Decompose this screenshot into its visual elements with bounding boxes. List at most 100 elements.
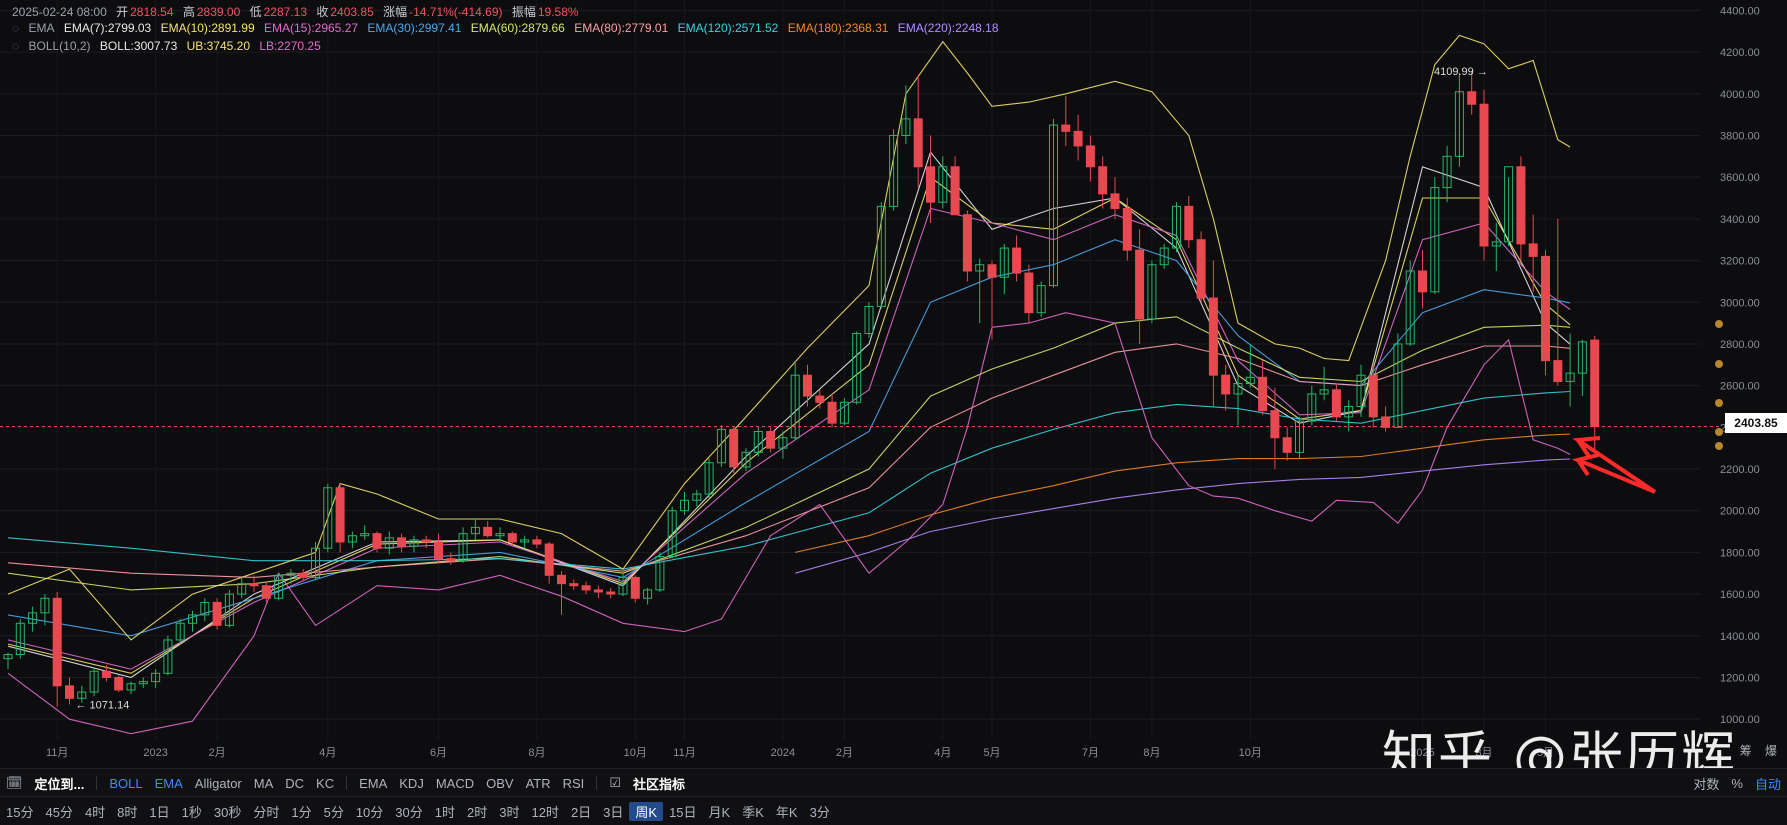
candle-body xyxy=(1405,270,1415,345)
period-9[interactable]: 5分 xyxy=(323,804,344,820)
sub-indicator-macd[interactable]: MACD xyxy=(435,775,475,791)
period-toolbar: 15分 45分 4时 8时 1日 1秒 30秒 分时 1分 5分 10分 30分 1时 2时 3时 12时 2日… xyxy=(0,796,1787,825)
period-11[interactable]: 30分 xyxy=(395,804,423,820)
x-tick-label: 11月 xyxy=(46,747,68,759)
period-5[interactable]: 1秒 xyxy=(181,804,202,820)
period-8[interactable]: 1分 xyxy=(291,804,312,820)
candle-body xyxy=(40,597,50,614)
calendar-icon[interactable]: 🗓 xyxy=(6,775,23,790)
period-7[interactable]: 分时 xyxy=(253,804,280,820)
candle-body xyxy=(618,576,628,595)
ema180-value: EMA(180):2368.31 xyxy=(787,21,889,35)
candle-body xyxy=(1319,389,1329,395)
y-tick-label: 2800.00 xyxy=(1720,339,1760,351)
line-ub xyxy=(7,34,1571,641)
candle-body xyxy=(409,539,419,547)
candle-body xyxy=(1307,393,1317,422)
high-value: 2839.00 xyxy=(196,5,241,19)
candle-body xyxy=(77,691,87,699)
indicator-ema[interactable]: EMA xyxy=(154,775,183,791)
sub-indicator-rsi[interactable]: RSI xyxy=(562,775,585,791)
candle-body xyxy=(1344,405,1354,418)
candle-body xyxy=(1393,343,1403,428)
candle-body xyxy=(1442,155,1452,189)
indicator-ma[interactable]: MA xyxy=(253,775,274,791)
candle-body xyxy=(224,593,234,626)
ema-legend-name: EMA xyxy=(28,21,55,35)
candle-body xyxy=(1036,285,1046,314)
candle-body xyxy=(643,589,653,599)
candle-body xyxy=(311,547,320,578)
candle-body xyxy=(1282,437,1292,453)
eye-icon[interactable]: ◌ xyxy=(12,21,20,35)
y-tick-label: 1600.00 xyxy=(1720,589,1760,601)
candle-body xyxy=(261,585,271,599)
candle-body xyxy=(151,672,161,683)
indicator-dc[interactable]: DC xyxy=(285,775,305,791)
sub-indicator-obv[interactable]: OBV xyxy=(486,775,514,791)
candle-body xyxy=(569,583,579,587)
period-6[interactable]: 30秒 xyxy=(213,804,242,820)
period-12[interactable]: 1时 xyxy=(434,804,455,820)
indicator-boll[interactable]: BOLL xyxy=(109,775,143,791)
period-10[interactable]: 10分 xyxy=(355,804,384,820)
candle-body xyxy=(876,205,886,307)
sub-indicator-atr[interactable]: ATR xyxy=(525,775,551,791)
y-tick-label: 2200.00 xyxy=(1720,464,1760,476)
candle-body xyxy=(1085,145,1095,168)
period-13[interactable]: 2时 xyxy=(467,804,488,820)
candle-body xyxy=(1184,205,1194,241)
candle-body xyxy=(1122,207,1132,251)
x-tick-label: 5月 xyxy=(983,747,1000,759)
candle-body xyxy=(1172,205,1181,249)
community-indicators-icon[interactable]: ☑ xyxy=(609,775,621,790)
log-scale-toggle[interactable]: 对数 xyxy=(1693,776,1720,792)
period-21[interactable]: 季K xyxy=(742,804,764,820)
sub-indicator-ema[interactable]: EMA xyxy=(359,775,388,791)
community-indicators-button[interactable]: 社区指标 xyxy=(632,776,685,792)
period-16[interactable]: 2日 xyxy=(570,804,592,820)
c2-label[interactable]: 爆 xyxy=(1764,744,1777,758)
period-0[interactable]: 15分 xyxy=(6,804,34,820)
candle-body xyxy=(913,118,923,168)
candle-body xyxy=(1590,339,1600,428)
ema220-value: EMA(220):2248.18 xyxy=(897,21,999,35)
candle-body xyxy=(839,401,849,424)
period-17[interactable]: 3日 xyxy=(603,804,624,820)
period-19[interactable]: 15日 xyxy=(669,804,697,820)
period-4[interactable]: 1日 xyxy=(149,804,170,820)
candle-body xyxy=(274,574,284,599)
last-price-tag: 2403.85 xyxy=(1725,413,1787,433)
candle-body xyxy=(692,493,702,501)
open-label: 开 xyxy=(116,5,129,19)
auto-scale-toggle[interactable]: 自动 xyxy=(1754,776,1781,792)
period-22[interactable]: 年K xyxy=(775,804,798,820)
period-14[interactable]: 3时 xyxy=(499,804,520,820)
period-2[interactable]: 4时 xyxy=(84,804,106,820)
period-1[interactable]: 45分 xyxy=(45,804,73,820)
candle-body xyxy=(630,576,640,599)
indicator-toolbar: 🗓 定位到... BOLL EMA Alligator MA DC KC EMA… xyxy=(0,768,1787,797)
candle-body xyxy=(901,118,911,136)
sub-indicator-kdj[interactable]: KDJ xyxy=(399,775,424,791)
close-label: 收 xyxy=(316,5,329,19)
candle-body xyxy=(397,537,407,547)
period-3[interactable]: 8时 xyxy=(117,804,138,820)
c1-label[interactable]: 筹 xyxy=(1739,744,1752,758)
indicator-kc[interactable]: KC xyxy=(316,775,335,791)
indicator-alligator[interactable]: Alligator xyxy=(194,775,242,791)
ema-legend: ◌ EMA EMA(7):2799.03 EMA(10):2891.99 EMA… xyxy=(12,21,1005,35)
candle-body xyxy=(483,526,493,537)
eye-icon[interactable]: ◌ xyxy=(12,39,20,53)
line-ema180 xyxy=(795,433,1571,553)
period-20[interactable]: 月K xyxy=(708,804,731,820)
candle-body xyxy=(1295,420,1304,453)
percent-scale-toggle[interactable]: % xyxy=(1731,775,1743,791)
position-button[interactable]: 定位到... xyxy=(34,776,85,792)
x-tick-label: 10月 xyxy=(1239,747,1262,759)
period-23[interactable]: 3分 xyxy=(809,804,830,820)
period-15[interactable]: 12时 xyxy=(531,804,559,820)
period-18[interactable]: 周K xyxy=(629,801,664,821)
candle-body xyxy=(89,670,99,693)
